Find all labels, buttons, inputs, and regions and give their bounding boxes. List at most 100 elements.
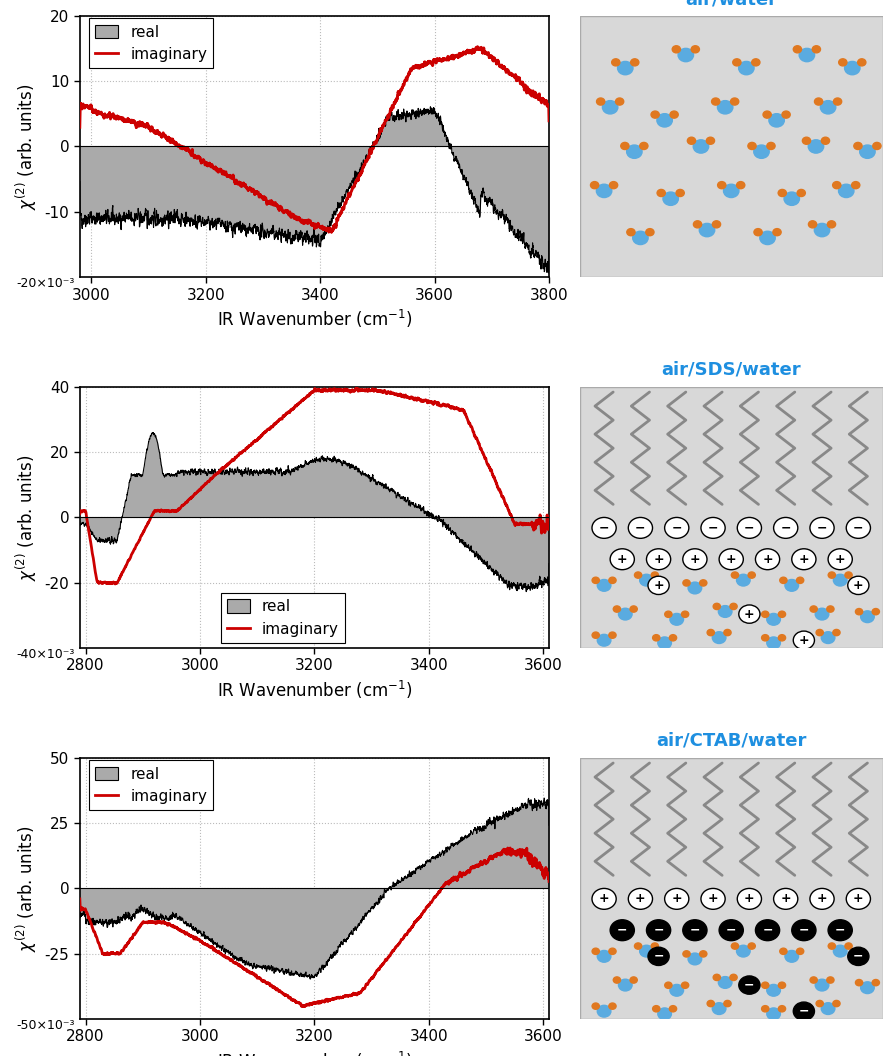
Circle shape xyxy=(626,228,634,235)
Circle shape xyxy=(833,574,846,586)
Text: +: + xyxy=(834,552,844,566)
Circle shape xyxy=(827,221,835,228)
Circle shape xyxy=(761,1005,768,1012)
Text: −: − xyxy=(617,924,626,937)
Text: −: − xyxy=(653,924,663,937)
Circle shape xyxy=(645,228,653,235)
Circle shape xyxy=(687,137,695,145)
Circle shape xyxy=(664,517,688,539)
Circle shape xyxy=(669,1005,676,1012)
Circle shape xyxy=(730,943,738,949)
Text: +: + xyxy=(743,607,754,621)
Circle shape xyxy=(828,920,851,941)
Text: +: + xyxy=(725,552,735,566)
Circle shape xyxy=(648,577,668,595)
Circle shape xyxy=(669,614,683,625)
X-axis label: IR Wavenumber (cm$^{-1}$): IR Wavenumber (cm$^{-1}$) xyxy=(216,308,412,331)
Circle shape xyxy=(796,948,803,955)
Text: -20×10⁻³: -20×10⁻³ xyxy=(17,277,75,290)
Circle shape xyxy=(761,611,768,618)
Circle shape xyxy=(814,608,828,620)
Circle shape xyxy=(820,137,828,145)
Circle shape xyxy=(766,614,780,625)
Text: −: − xyxy=(780,522,790,534)
Circle shape xyxy=(753,228,761,235)
Text: +: + xyxy=(797,552,808,566)
Circle shape xyxy=(820,100,835,114)
Circle shape xyxy=(792,631,813,649)
Circle shape xyxy=(844,943,851,949)
Text: +: + xyxy=(688,552,699,566)
Circle shape xyxy=(812,45,820,53)
Circle shape xyxy=(608,633,616,638)
Text: +: + xyxy=(780,892,790,905)
Legend: real, imaginary: real, imaginary xyxy=(89,18,214,69)
Circle shape xyxy=(591,888,616,909)
Circle shape xyxy=(723,184,738,197)
Circle shape xyxy=(682,920,706,941)
Circle shape xyxy=(783,192,798,205)
Circle shape xyxy=(854,980,862,985)
Circle shape xyxy=(747,572,755,579)
Circle shape xyxy=(700,517,725,539)
Circle shape xyxy=(648,947,668,965)
Circle shape xyxy=(792,1002,813,1020)
Circle shape xyxy=(706,1000,713,1006)
Y-axis label: $\chi^{(2)}$ (arb. units): $\chi^{(2)}$ (arb. units) xyxy=(14,826,39,951)
Circle shape xyxy=(688,954,701,965)
Circle shape xyxy=(729,603,736,609)
Circle shape xyxy=(777,635,785,641)
Circle shape xyxy=(857,59,865,65)
Circle shape xyxy=(807,221,816,228)
Circle shape xyxy=(772,228,781,235)
Circle shape xyxy=(718,977,731,988)
Circle shape xyxy=(809,977,816,983)
Circle shape xyxy=(698,224,714,237)
Legend: real, imaginary: real, imaginary xyxy=(221,592,345,643)
Circle shape xyxy=(699,580,706,586)
Text: +: + xyxy=(816,892,827,905)
Circle shape xyxy=(664,982,672,988)
Circle shape xyxy=(755,920,779,941)
Circle shape xyxy=(813,98,822,106)
Circle shape xyxy=(705,137,714,145)
Circle shape xyxy=(854,608,862,615)
Circle shape xyxy=(779,948,786,955)
Circle shape xyxy=(626,145,641,158)
Circle shape xyxy=(592,633,599,638)
Circle shape xyxy=(732,59,740,65)
Circle shape xyxy=(766,637,780,648)
Text: +: + xyxy=(617,552,627,566)
Circle shape xyxy=(592,578,599,584)
Circle shape xyxy=(847,947,868,965)
Circle shape xyxy=(735,945,750,957)
Circle shape xyxy=(723,1000,730,1006)
Circle shape xyxy=(711,1003,725,1015)
Circle shape xyxy=(719,920,742,941)
Circle shape xyxy=(838,59,846,65)
Circle shape xyxy=(798,49,813,61)
Circle shape xyxy=(837,184,853,197)
Circle shape xyxy=(796,578,803,584)
Circle shape xyxy=(596,580,610,591)
Circle shape xyxy=(833,945,846,957)
Circle shape xyxy=(711,221,719,228)
Circle shape xyxy=(618,608,632,620)
Circle shape xyxy=(735,182,744,189)
Circle shape xyxy=(664,888,688,909)
Circle shape xyxy=(706,629,713,636)
Circle shape xyxy=(627,517,652,539)
Circle shape xyxy=(773,888,797,909)
Circle shape xyxy=(596,950,610,962)
Circle shape xyxy=(761,982,768,988)
Circle shape xyxy=(595,184,611,197)
Circle shape xyxy=(777,1005,785,1012)
Circle shape xyxy=(602,100,618,114)
Circle shape xyxy=(766,1007,780,1020)
Circle shape xyxy=(826,977,833,983)
Text: −: − xyxy=(743,979,754,992)
Text: −: − xyxy=(671,522,681,534)
Circle shape xyxy=(650,572,657,579)
Text: −: − xyxy=(707,522,718,534)
Text: +: + xyxy=(852,579,863,591)
